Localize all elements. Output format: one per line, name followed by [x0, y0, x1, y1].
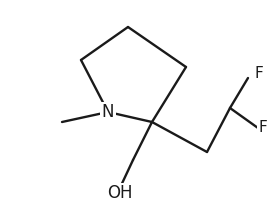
Text: OH: OH: [107, 184, 133, 202]
Text: N: N: [102, 103, 114, 121]
Text: F: F: [258, 121, 267, 136]
Text: F: F: [255, 66, 264, 82]
